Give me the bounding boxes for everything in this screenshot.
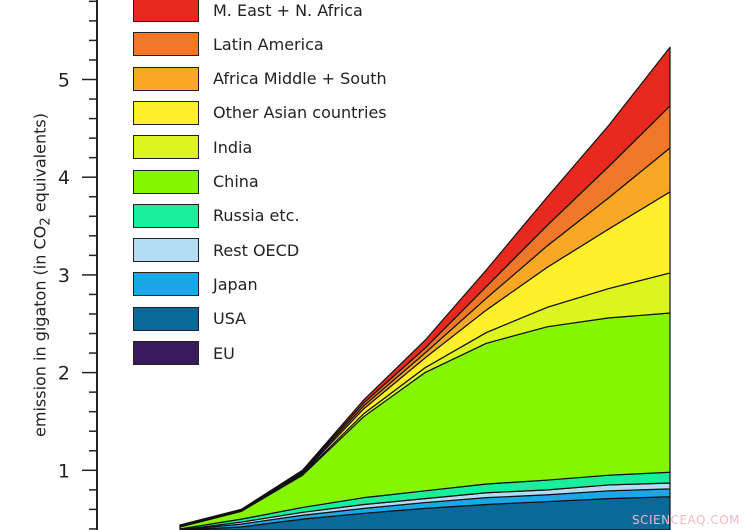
watermark: SCIENCEAQ.COM bbox=[632, 513, 740, 527]
legend-label: Japan bbox=[213, 274, 258, 294]
y-axis-label: emission in gigaton (in CO2 equivalents) bbox=[30, 113, 53, 437]
y-axis-label-suffix: equivalents) bbox=[30, 113, 50, 218]
legend-label: China bbox=[213, 172, 259, 191]
legend-item: India bbox=[133, 134, 252, 160]
legend-swatch bbox=[133, 341, 199, 365]
legend-label: Africa Middle + South bbox=[213, 69, 387, 89]
legend-swatch bbox=[133, 238, 199, 263]
y-axis-label-text: emission in gigaton (in CO bbox=[30, 225, 50, 437]
legend-swatch bbox=[133, 0, 199, 22]
legend-swatch bbox=[133, 100, 199, 125]
legend-item: Africa Middle + South bbox=[133, 66, 387, 92]
legend-label: USA bbox=[213, 309, 247, 329]
area-m-east-n-africa bbox=[179, 46, 671, 527]
legend-label: India bbox=[213, 137, 253, 157]
legend-swatch bbox=[133, 135, 199, 160]
legend-swatch bbox=[133, 306, 199, 331]
legend-item: Russia etc. bbox=[133, 203, 300, 229]
legend-label: Other Asian countries bbox=[213, 103, 387, 123]
legend-label: Rest OECD bbox=[213, 240, 300, 260]
legend-item: USA bbox=[133, 306, 246, 332]
y-tick-label: 3 bbox=[58, 265, 70, 287]
legend-label: M. East + N. Africa bbox=[213, 0, 363, 20]
legend-swatch bbox=[133, 66, 199, 91]
legend-item: M. East + N. Africa bbox=[133, 0, 363, 23]
legend-label: EU bbox=[213, 343, 235, 363]
y-tick-label: 4 bbox=[58, 167, 70, 189]
legend-label: Latin America bbox=[213, 34, 324, 54]
legend-item: EU bbox=[133, 340, 235, 366]
legend-item: Other Asian countries bbox=[133, 100, 387, 126]
legend-swatch bbox=[133, 203, 199, 228]
legend-item: Japan bbox=[133, 271, 258, 297]
y-tick-label: 2 bbox=[58, 363, 70, 385]
legend-label: Russia etc. bbox=[213, 206, 300, 226]
y-tick-label: 1 bbox=[58, 460, 70, 482]
legend-swatch bbox=[133, 32, 199, 57]
legend-item: Latin America bbox=[133, 31, 324, 57]
legend-swatch bbox=[133, 169, 199, 194]
y-axis-label-subscript: 2 bbox=[38, 217, 54, 226]
legend-item: China bbox=[133, 169, 259, 195]
legend-swatch bbox=[133, 272, 199, 297]
legend-item: Rest OECD bbox=[133, 237, 299, 263]
y-tick-label: 5 bbox=[58, 70, 70, 92]
